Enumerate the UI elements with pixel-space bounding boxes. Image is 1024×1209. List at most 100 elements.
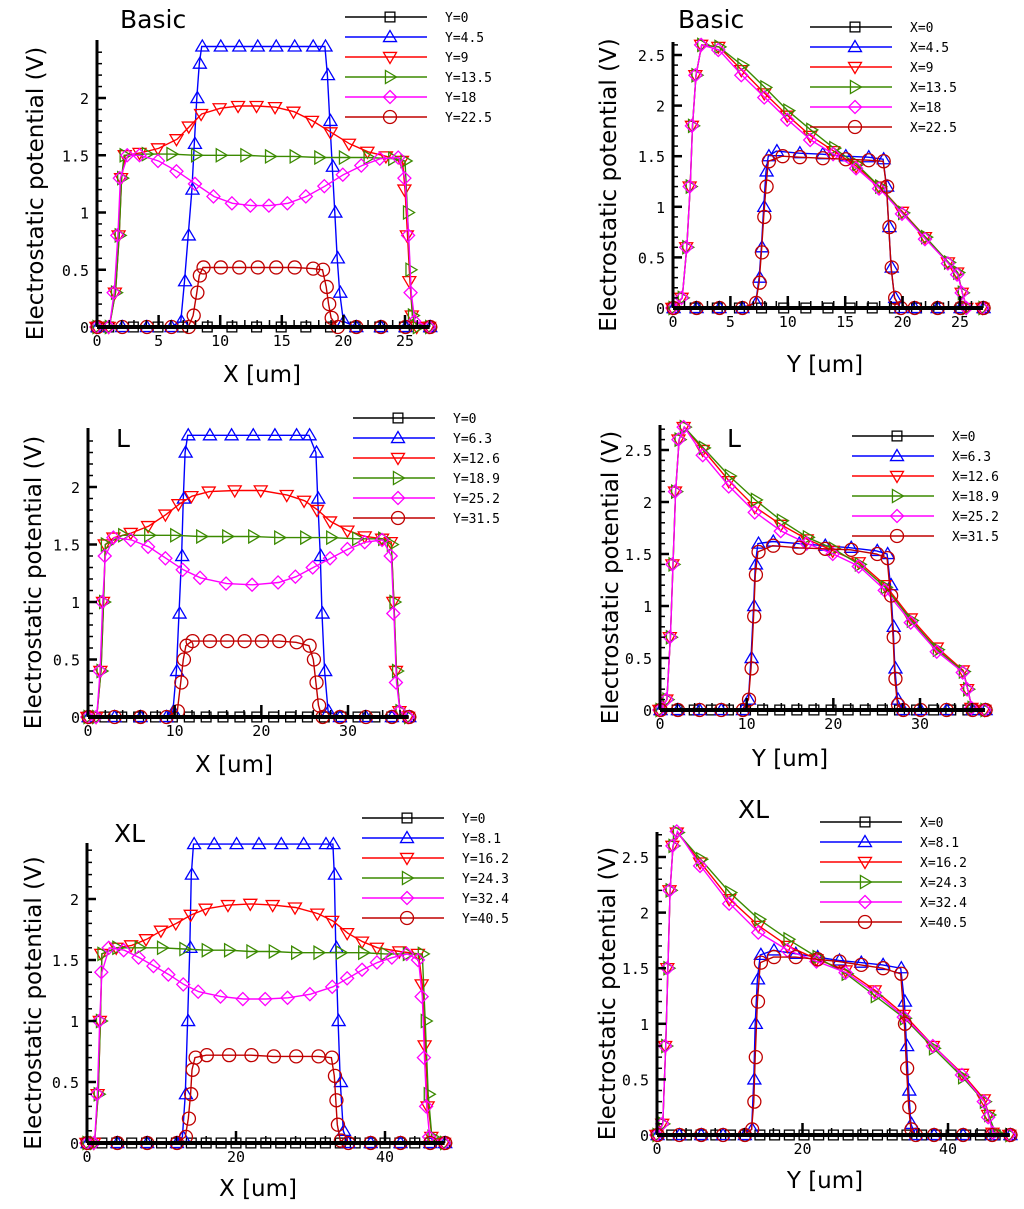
- data-point: [220, 899, 236, 913]
- legend-item: X=16.2: [820, 856, 967, 871]
- data-point: [94, 594, 110, 610]
- data-point: [170, 499, 187, 513]
- data-point: [756, 90, 772, 105]
- data-point: [180, 1013, 196, 1027]
- legend-label: Y=40.5: [462, 912, 509, 927]
- data-point: [230, 100, 246, 114]
- data-point: [82, 1135, 96, 1151]
- data-point: [92, 663, 107, 679]
- legend-item: Y=24.3: [362, 870, 509, 887]
- legend-label: Y=0: [462, 812, 485, 827]
- data-point: [335, 167, 351, 183]
- data-point: [206, 836, 222, 850]
- legend-label: Y=22.5: [445, 111, 492, 126]
- data-point: [296, 836, 312, 850]
- diamond-marker-icon: [889, 508, 905, 524]
- x-tick-label: 5: [154, 332, 163, 350]
- data-point: [697, 37, 711, 53]
- data-point: [838, 152, 853, 167]
- data-point: [954, 285, 970, 301]
- chart-panel-xl-y: 0 0.5 1 1.5 2 2.5 0 20 40 Y [um] Electrostatic pot…: [595, 795, 1019, 1194]
- triangle-up-marker-icon: [847, 39, 863, 53]
- series-line: [88, 489, 410, 718]
- data-point: [192, 268, 208, 283]
- series-x-12-6: [651, 421, 993, 718]
- data-point: [887, 660, 904, 674]
- series-x-6-3: [652, 533, 994, 716]
- series-line: [656, 829, 1010, 1136]
- data-point: [888, 671, 903, 686]
- legend-label: Y=32.4: [462, 892, 509, 907]
- legend-item: X=40.5: [820, 914, 967, 931]
- series-y-25-2: [79, 530, 416, 725]
- data-point: [138, 934, 154, 948]
- data-point: [250, 38, 266, 52]
- data-point: [861, 153, 876, 168]
- legend-item: X=22.5: [810, 119, 957, 136]
- legend-label: Y=24.3: [462, 872, 509, 887]
- triangle-right-marker-icon: [384, 69, 398, 85]
- data-point: [761, 154, 777, 169]
- data-point: [753, 955, 769, 970]
- data-point: [692, 858, 708, 874]
- data-point: [760, 79, 774, 96]
- chart-title: XL: [738, 795, 769, 824]
- x-tick-label: 20: [252, 722, 270, 740]
- data-point: [853, 954, 869, 968]
- data-point: [339, 541, 355, 557]
- data-point: [897, 993, 913, 1007]
- data-point: [179, 941, 193, 957]
- square-marker-icon: [859, 816, 871, 828]
- data-point: [750, 535, 767, 549]
- data-point: [248, 100, 265, 114]
- data-point: [750, 971, 766, 985]
- chart-panel-xl-x: 00.511.520 20 40X [um]Electrostatic potent…: [21, 812, 509, 1202]
- data-point: [134, 940, 148, 956]
- data-point: [183, 490, 200, 504]
- data-point: [773, 523, 789, 539]
- data-point: [251, 836, 267, 850]
- data-point: [748, 1050, 763, 1065]
- legend-item: Y=0: [345, 11, 468, 26]
- data-point: [667, 484, 683, 500]
- data-point: [358, 945, 372, 961]
- series-line: [87, 947, 445, 1144]
- data-point: [401, 275, 417, 289]
- data-point: [685, 178, 699, 195]
- data-point: [237, 633, 252, 649]
- legend-label: X=18: [910, 101, 941, 116]
- triangle-right-marker-icon: [891, 488, 905, 504]
- data-point: [329, 1093, 344, 1108]
- data-point: [389, 594, 403, 610]
- legend-item: Y=0: [353, 412, 476, 427]
- data-point: [662, 629, 678, 645]
- diamond-marker-icon: [857, 894, 873, 910]
- data-point: [92, 319, 106, 335]
- chart-title: XL: [114, 819, 145, 848]
- data-point: [339, 927, 355, 941]
- data-point: [386, 536, 400, 553]
- data-point: [183, 909, 199, 923]
- data-point: [196, 260, 211, 275]
- data-point: [810, 952, 825, 967]
- data-point: [724, 468, 738, 484]
- series-y-6-3: [80, 427, 417, 723]
- data-point: [338, 149, 352, 166]
- x-tick-label: 0: [652, 1140, 661, 1158]
- data-point: [330, 1117, 346, 1132]
- data-point: [97, 946, 111, 962]
- data-point: [140, 539, 156, 555]
- series-line: [660, 544, 985, 711]
- legend-label: Y=9: [445, 51, 468, 66]
- data-point: [171, 605, 188, 619]
- data-point: [671, 483, 684, 500]
- data-point: [374, 532, 390, 548]
- legend-item: Y=0: [362, 812, 485, 827]
- series-line: [87, 903, 445, 1144]
- series-x-12-6: [79, 485, 416, 725]
- series-y-24-3: [82, 940, 453, 1151]
- data-point: [215, 147, 229, 163]
- data-point: [112, 170, 128, 186]
- data-point: [313, 548, 329, 562]
- legend-label: Y=4.5: [445, 31, 484, 46]
